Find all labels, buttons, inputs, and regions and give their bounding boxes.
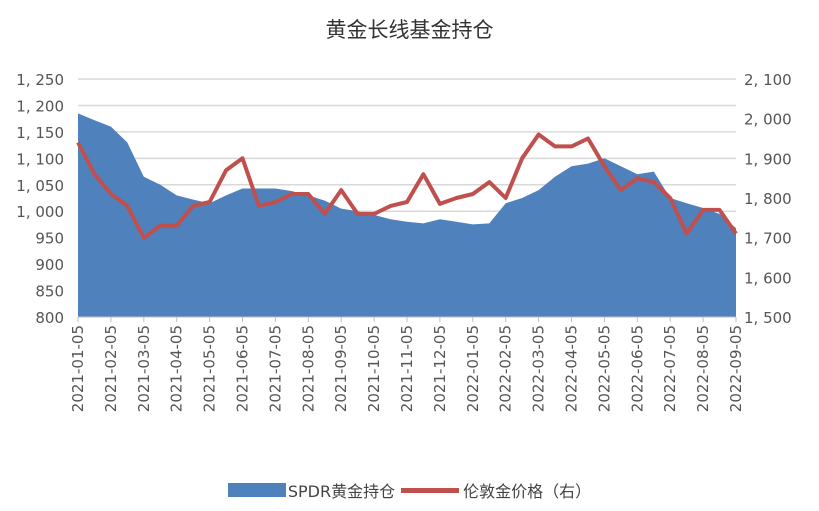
right-axis-tick: 1, 900 xyxy=(744,150,792,168)
x-axis-tick: 2022-01-05 xyxy=(464,325,482,412)
gold-price-line xyxy=(76,132,738,240)
left-axis-tick: 950 xyxy=(35,230,64,248)
legend-swatch-spdr xyxy=(227,483,286,497)
x-axis-tick: 2021-06-05 xyxy=(234,325,252,412)
left-axis-tick: 1, 100 xyxy=(16,150,64,168)
x-axis-tick: 2021-03-05 xyxy=(135,325,153,412)
right-axis-tick: 1, 700 xyxy=(744,230,792,248)
right-axis-tick: 1, 500 xyxy=(744,309,792,327)
x-axis-tick: 2022-09-05 xyxy=(727,325,745,412)
spdr-holdings-area xyxy=(78,113,736,318)
x-axis-tick: 2022-05-05 xyxy=(595,325,613,412)
x-axis-tick: 2022-06-05 xyxy=(628,325,646,412)
x-axis-tick: 2022-04-05 xyxy=(563,325,581,412)
x-axis-tick: 2021-10-05 xyxy=(365,325,383,412)
x-axis-tick: 2022-08-05 xyxy=(694,325,712,412)
left-axis-tick: 1, 050 xyxy=(16,177,64,195)
chart-title: 黄金长线基金持仓 xyxy=(325,18,494,42)
x-axis-tick: 2022-03-05 xyxy=(530,325,548,412)
x-axis-tick: 2022-07-05 xyxy=(661,325,679,412)
x-axis-tick: 2021-08-05 xyxy=(299,325,317,412)
legend-label-spdr: SPDR黄金持仓 xyxy=(287,482,396,501)
left-axis-tick: 1, 000 xyxy=(16,203,64,221)
x-axis-tick: 2021-11-05 xyxy=(398,325,416,412)
x-axis-tick: 2021-05-05 xyxy=(201,325,219,412)
left-axis-tick: 900 xyxy=(35,256,64,274)
right-axis-tick: 2, 100 xyxy=(744,71,792,89)
right-axis-tick: 1, 600 xyxy=(744,269,792,287)
x-axis-tick: 2022-02-05 xyxy=(497,325,515,412)
x-axis-tick: 2021-02-05 xyxy=(102,325,120,412)
left-axis-tick: 1, 150 xyxy=(16,124,64,142)
legend: SPDR黄金持仓 伦敦金价格（右） xyxy=(0,478,819,502)
x-axis-tick: 2021-01-05 xyxy=(69,325,87,412)
x-axis-tick: 2021-04-05 xyxy=(168,325,186,412)
legend-swatch-gold xyxy=(401,487,460,493)
right-axis-tick: 2, 000 xyxy=(744,111,792,129)
left-axis-tick: 1, 200 xyxy=(16,97,64,115)
left-axis-tick: 850 xyxy=(35,283,64,301)
legend-label-gold: 伦敦金价格（右） xyxy=(463,482,592,501)
x-axis-tick: 2021-12-05 xyxy=(431,325,449,412)
left-axis-tick: 1, 250 xyxy=(16,71,64,89)
left-axis-tick: 800 xyxy=(35,309,64,327)
right-axis-tick: 1, 800 xyxy=(744,190,792,208)
x-axis-tick: 2021-07-05 xyxy=(266,325,284,412)
x-axis-tick: 2021-09-05 xyxy=(332,325,350,412)
